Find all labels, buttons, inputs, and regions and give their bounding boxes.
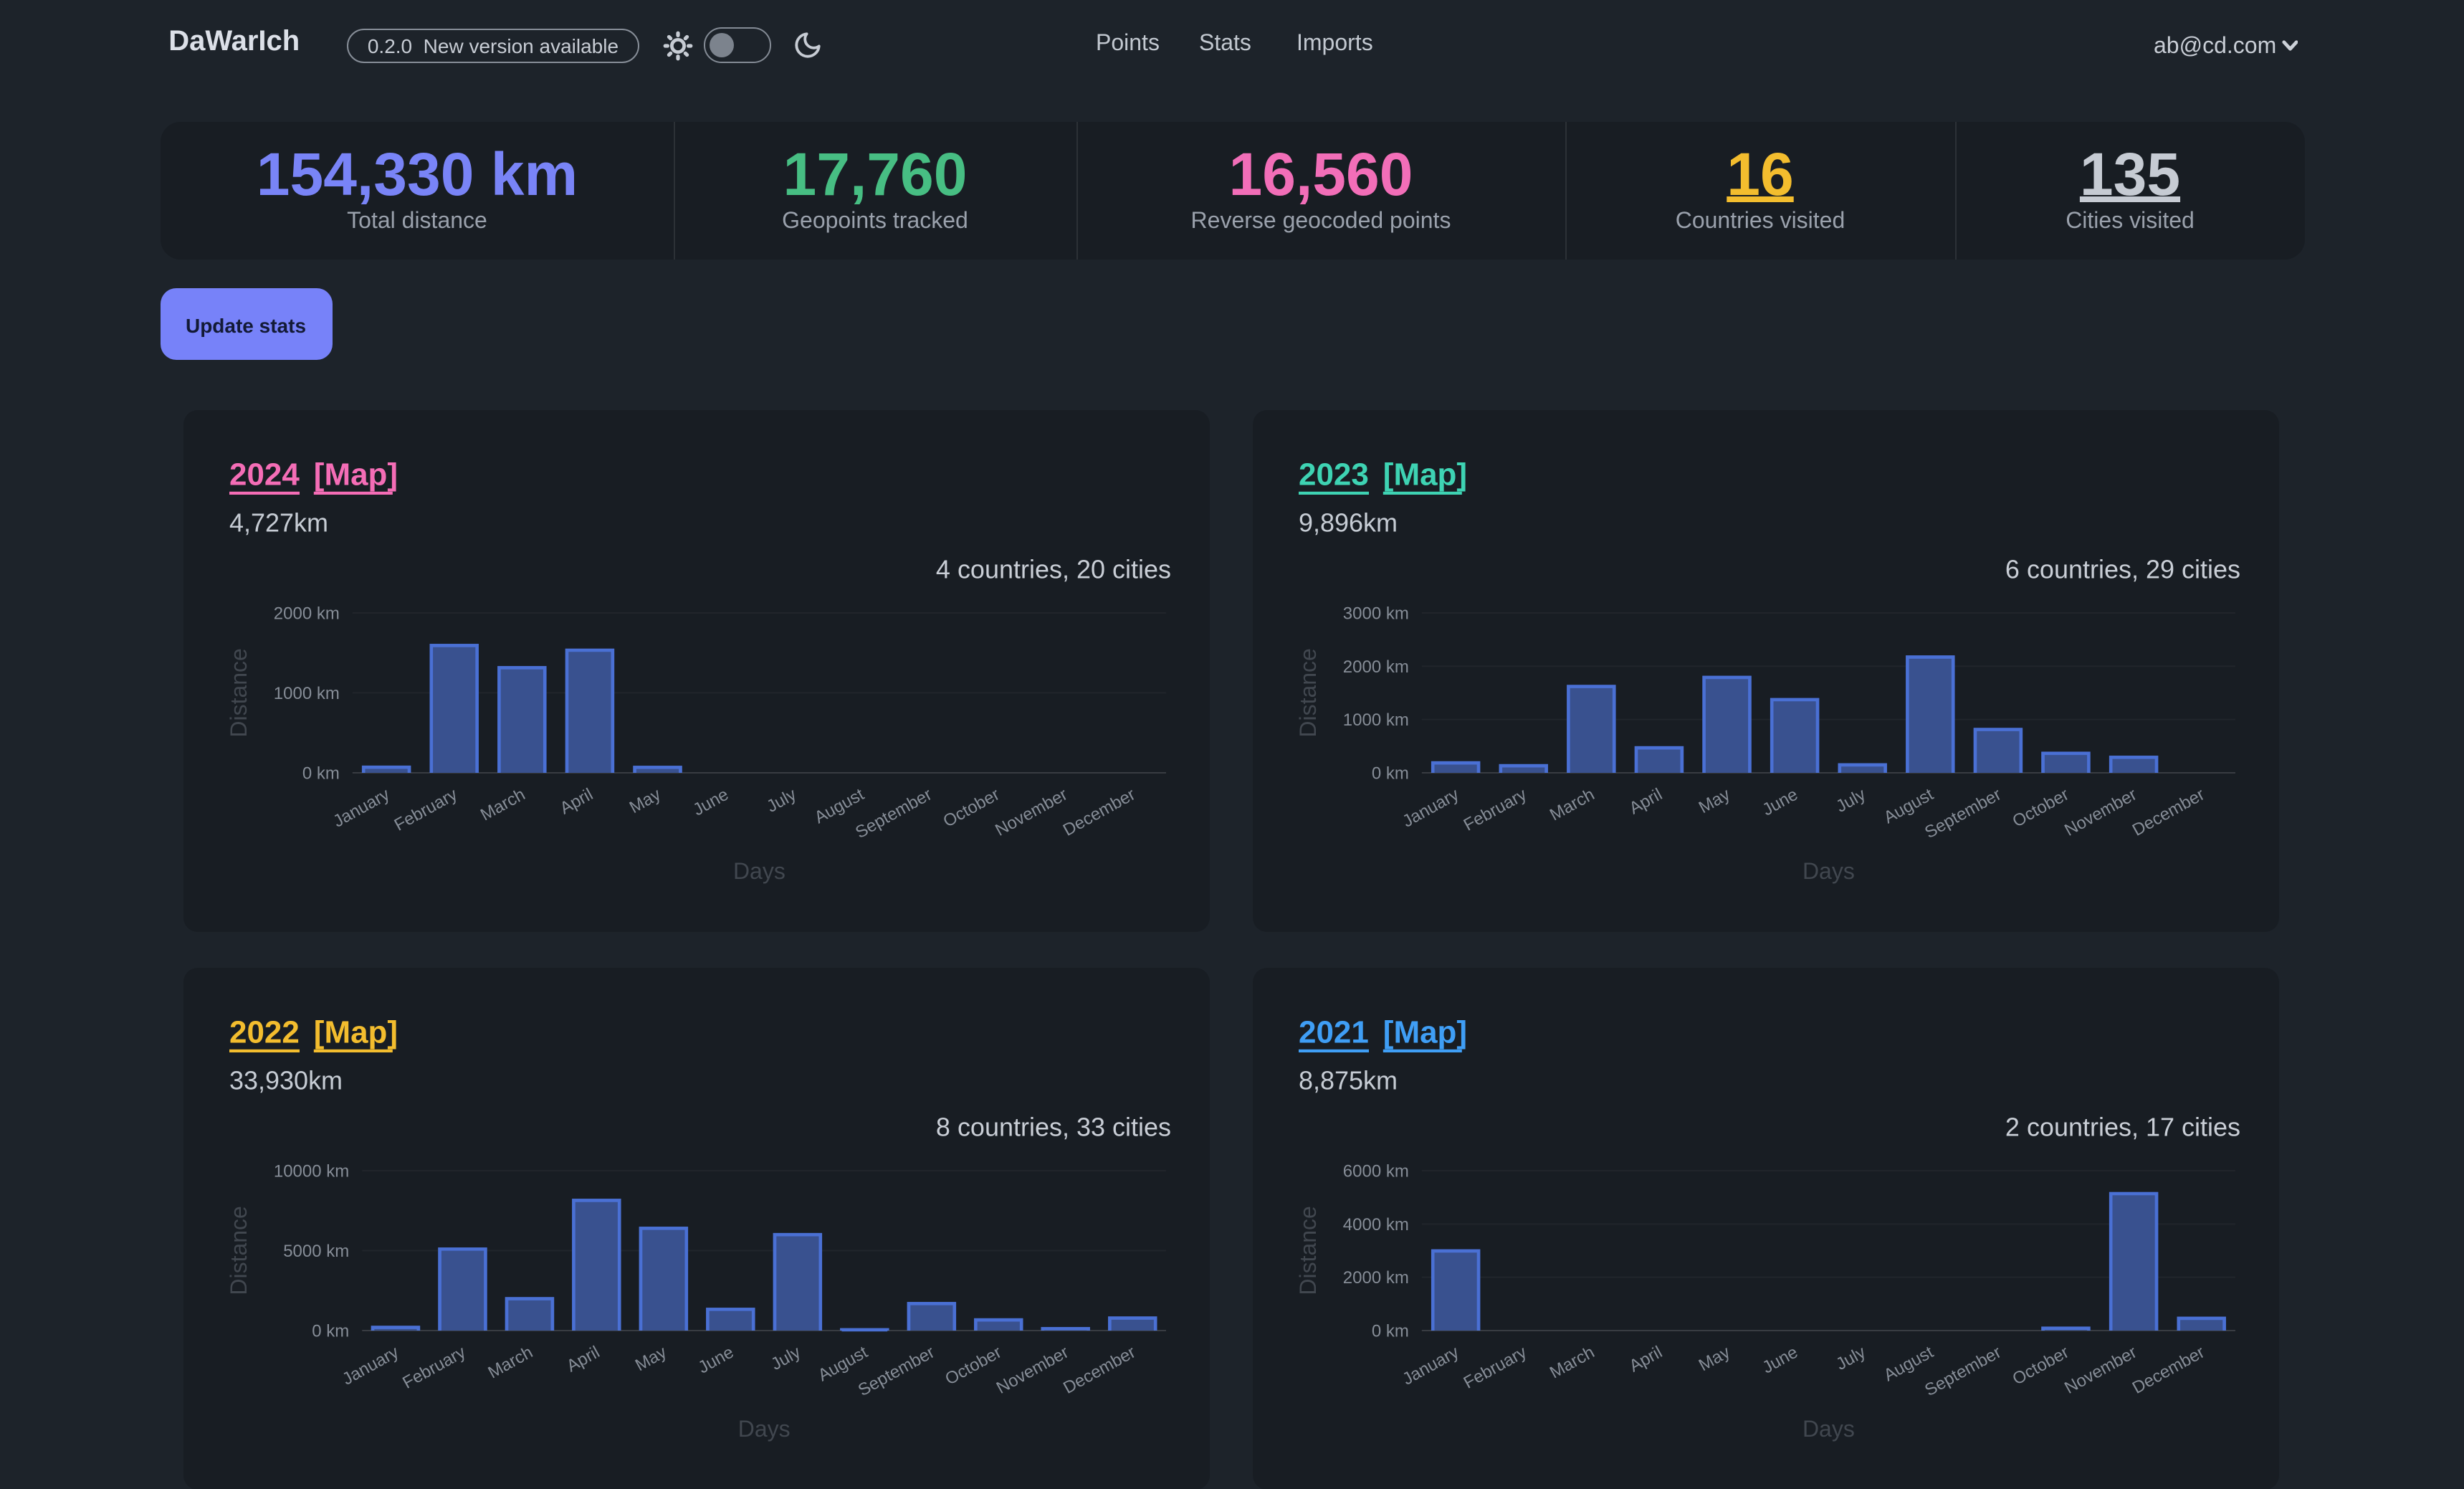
svg-text:December: December — [2129, 1342, 2208, 1397]
svg-text:2000 km: 2000 km — [1343, 1267, 1409, 1287]
svg-text:May: May — [632, 1342, 670, 1375]
svg-text:April: April — [1626, 1342, 1666, 1376]
svg-text:2000 km: 2000 km — [274, 604, 340, 623]
svg-text:Distance: Distance — [1295, 1205, 1321, 1294]
svg-text:July: July — [763, 784, 799, 816]
svg-text:May: May — [1696, 1342, 1734, 1375]
svg-text:2000 km: 2000 km — [1343, 657, 1409, 677]
svg-text:December: December — [1060, 1342, 1139, 1397]
svg-text:January: January — [1399, 784, 1462, 831]
svg-text:Days: Days — [1802, 858, 1855, 884]
svg-text:March: March — [1547, 1342, 1598, 1382]
svg-text:September: September — [1921, 784, 2005, 842]
svg-text:April: April — [557, 784, 596, 818]
svg-text:December: December — [2129, 784, 2208, 839]
svg-text:[Map]: [Map] — [314, 1014, 398, 1049]
svg-text:2023: 2023 — [1299, 457, 1369, 492]
svg-text:33,930km: 33,930km — [229, 1065, 343, 1094]
svg-text:April: April — [563, 1342, 603, 1376]
svg-text:January: January — [330, 784, 393, 831]
svg-text:1000 km: 1000 km — [274, 684, 340, 703]
svg-text:February: February — [1461, 784, 1530, 834]
svg-text:December: December — [1060, 784, 1139, 839]
svg-text:4000 km: 4000 km — [1343, 1214, 1409, 1234]
svg-text:June: June — [695, 1342, 737, 1377]
svg-text:4,727km: 4,727km — [229, 508, 328, 537]
svg-text:Distance: Distance — [226, 648, 252, 737]
svg-text:Distance: Distance — [226, 1205, 252, 1294]
svg-text:0 km: 0 km — [1372, 763, 1409, 783]
svg-text:June: June — [1759, 784, 1802, 819]
svg-text:10000 km: 10000 km — [274, 1161, 349, 1181]
svg-text:March: March — [477, 784, 528, 824]
svg-text:January: January — [1399, 1342, 1462, 1389]
svg-text:June: June — [690, 784, 732, 819]
svg-text:0 km: 0 km — [1372, 1321, 1409, 1341]
svg-text:2024: 2024 — [229, 457, 300, 492]
svg-text:September: September — [1921, 1342, 2005, 1399]
svg-text:February: February — [399, 1342, 469, 1392]
svg-text:June: June — [1759, 1342, 1802, 1377]
svg-text:November: November — [993, 1342, 1072, 1397]
svg-text:0 km: 0 km — [302, 763, 340, 783]
svg-text:1000 km: 1000 km — [1343, 710, 1409, 730]
svg-text:2022: 2022 — [229, 1014, 300, 1049]
svg-text:February: February — [391, 784, 461, 834]
svg-text:3000 km: 3000 km — [1343, 604, 1409, 623]
svg-text:March: March — [1547, 784, 1598, 824]
svg-text:Days: Days — [733, 858, 785, 884]
svg-text:May: May — [1696, 784, 1734, 817]
svg-text:[Map]: [Map] — [1383, 1014, 1467, 1049]
svg-text:Days: Days — [738, 1415, 791, 1441]
svg-text:6000 km: 6000 km — [1343, 1161, 1409, 1181]
svg-text:May: May — [626, 784, 664, 817]
svg-text:8 countries, 33 cities: 8 countries, 33 cities — [936, 1111, 1171, 1141]
svg-text:November: November — [992, 784, 1071, 839]
svg-text:November: November — [2061, 784, 2140, 839]
svg-text:September: September — [852, 784, 935, 842]
svg-text:4 countries, 20 cities: 4 countries, 20 cities — [936, 554, 1171, 584]
svg-text:[Map]: [Map] — [1383, 457, 1467, 492]
svg-text:Distance: Distance — [1295, 648, 1321, 737]
svg-text:Days: Days — [1802, 1415, 1855, 1441]
svg-text:5000 km: 5000 km — [283, 1241, 349, 1260]
svg-text:July: July — [768, 1342, 803, 1374]
svg-text:9,896km: 9,896km — [1299, 508, 1398, 537]
svg-text:0 km: 0 km — [312, 1321, 349, 1341]
svg-text:April: April — [1626, 784, 1666, 818]
svg-text:March: March — [485, 1342, 536, 1382]
svg-text:November: November — [2061, 1342, 2140, 1397]
svg-text:July: July — [1833, 784, 1868, 816]
svg-text:8,875km: 8,875km — [1299, 1065, 1398, 1094]
svg-text:2021: 2021 — [1299, 1014, 1369, 1049]
svg-text:6 countries, 29 cities: 6 countries, 29 cities — [2005, 554, 2240, 584]
svg-text:2 countries, 17 cities: 2 countries, 17 cities — [2005, 1111, 2240, 1141]
svg-text:[Map]: [Map] — [314, 457, 398, 492]
svg-text:July: July — [1833, 1342, 1868, 1374]
svg-text:February: February — [1461, 1342, 1530, 1392]
svg-text:January: January — [339, 1342, 402, 1389]
svg-text:September: September — [855, 1342, 938, 1399]
